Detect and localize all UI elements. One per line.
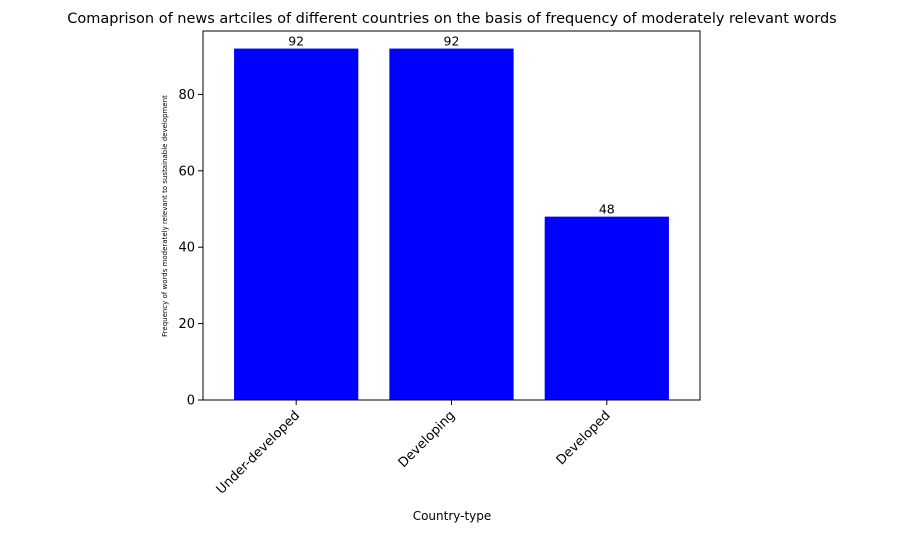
y-tick-label: 40 [178, 241, 195, 256]
y-axis-label: Frequency of words moderately relevant t… [161, 95, 169, 337]
data-label: 92 [444, 34, 460, 49]
x-tick-label: Developed [554, 408, 614, 468]
chart-title: Comaprison of news artciles of different… [67, 11, 836, 27]
y-tick-label: 80 [178, 88, 195, 103]
data-label: 48 [599, 202, 615, 217]
data-label: 92 [288, 34, 304, 49]
bars-layer [234, 48, 669, 400]
bar-developing [389, 48, 514, 400]
y-tick-label: 20 [178, 317, 195, 332]
x-axis: Under-developed Developing Developed [214, 400, 614, 497]
x-axis-label: Country-type [413, 509, 492, 523]
y-tick-label: 60 [178, 164, 195, 179]
bar-developed [544, 216, 669, 400]
data-labels: 92 92 48 [288, 34, 615, 217]
bar-under-developed [234, 48, 359, 400]
x-tick-label: Under-developed [214, 408, 303, 497]
x-tick-label: Developing [396, 408, 459, 471]
y-axis: 0 20 40 60 80 [178, 88, 203, 409]
y-tick-label: 0 [187, 394, 195, 409]
